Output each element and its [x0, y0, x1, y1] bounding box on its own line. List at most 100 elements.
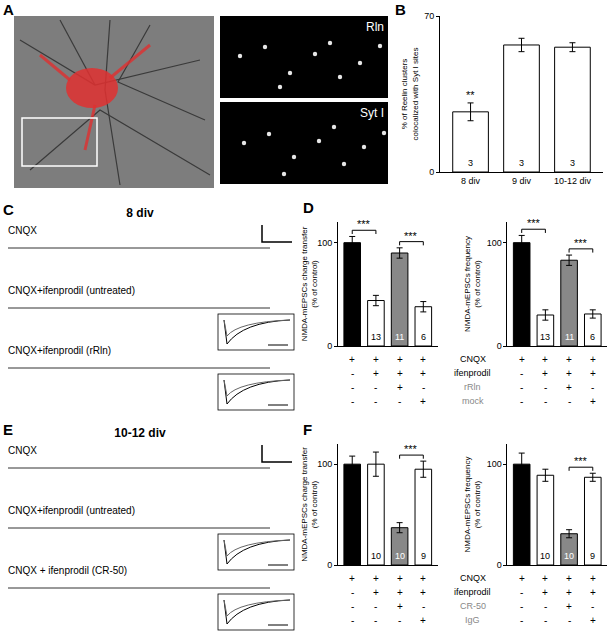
svg-text:NMDA-mEPSCs charge transfer(%: NMDA-mEPSCs charge transfer(% of control…	[300, 226, 319, 341]
svg-text:0: 0	[497, 560, 502, 570]
svg-text:-: -	[351, 368, 354, 379]
svg-text:-: -	[591, 601, 594, 612]
svg-text:-: -	[568, 396, 571, 407]
svg-text:IgG: IgG	[465, 615, 480, 625]
svg-text:-: -	[591, 382, 594, 393]
svg-text:+: +	[566, 587, 572, 598]
svg-text:CNQX: CNQX	[8, 225, 37, 236]
svg-text:9 div: 9 div	[512, 176, 532, 186]
svg-text:+: +	[566, 382, 572, 393]
svg-text:***: ***	[527, 217, 541, 229]
svg-text:NMDA-mEPSCs frequency(% of con: NMDA-mEPSCs frequency(% of control)	[463, 236, 482, 332]
svg-text:+: +	[590, 396, 596, 407]
svg-text:CNQX: CNQX	[8, 445, 37, 456]
svg-text:-: -	[544, 382, 547, 393]
svg-text:-: -	[351, 601, 354, 612]
svg-text:+: +	[519, 573, 525, 584]
svg-text:+: +	[373, 354, 379, 365]
svg-text:***: ***	[404, 230, 418, 242]
svg-text:10: 10	[371, 551, 381, 561]
svg-text:**: **	[466, 89, 475, 101]
svg-text:+: +	[590, 573, 596, 584]
svg-text:8 div: 8 div	[461, 176, 481, 186]
svg-text:-: -	[398, 396, 401, 407]
svg-text:-: -	[520, 368, 523, 379]
svg-text:+: +	[420, 396, 426, 407]
svg-text:3: 3	[519, 158, 524, 168]
svg-text:+: +	[542, 368, 548, 379]
svg-text:-: -	[422, 601, 425, 612]
svg-text:+: +	[519, 354, 525, 365]
svg-text:+: +	[373, 573, 379, 584]
svg-text:+: +	[397, 601, 403, 612]
svg-text:CR-50: CR-50	[460, 601, 486, 611]
svg-text:3: 3	[570, 158, 575, 168]
svg-text:+: +	[420, 573, 426, 584]
svg-text:ifenprodil: ifenprodil	[454, 368, 491, 378]
svg-text:9: 9	[590, 551, 595, 561]
svg-text:3: 3	[468, 158, 473, 168]
svg-text:+: +	[420, 615, 426, 626]
svg-text:13: 13	[371, 332, 381, 342]
svg-text:100: 100	[317, 459, 332, 469]
svg-text:% of Reelin clusterscolocalize: % of Reelin clusterscolocalized with Syt…	[400, 48, 419, 141]
svg-text:70: 70	[424, 11, 434, 21]
svg-text:CNQX+ifenprodil (untreated): CNQX+ifenprodil (untreated)	[8, 505, 135, 516]
svg-text:8 div: 8 div	[126, 206, 154, 220]
svg-text:***: ***	[357, 218, 371, 230]
svg-text:10-12 div: 10-12 div	[114, 426, 166, 440]
svg-text:+: +	[542, 573, 548, 584]
svg-text:0: 0	[327, 341, 332, 351]
svg-text:+: +	[349, 354, 355, 365]
svg-text:-: -	[374, 382, 377, 393]
svg-text:CNQX: CNQX	[460, 573, 486, 583]
svg-text:10: 10	[395, 551, 405, 561]
svg-text:+: +	[566, 573, 572, 584]
svg-text:NMDA-mEPSCs frequency(% of con: NMDA-mEPSCs frequency(% of control)	[463, 456, 482, 552]
svg-text:+: +	[590, 587, 596, 598]
svg-text:100: 100	[487, 459, 502, 469]
svg-text:11: 11	[395, 332, 404, 342]
svg-text:+: +	[420, 587, 426, 598]
svg-text:-: -	[520, 396, 523, 407]
svg-text:-: -	[520, 615, 523, 626]
svg-text:***: ***	[404, 443, 418, 455]
svg-text:-: -	[351, 615, 354, 626]
svg-text:mock: mock	[462, 396, 484, 406]
svg-text:-: -	[351, 396, 354, 407]
svg-text:100: 100	[487, 238, 502, 248]
svg-text:***: ***	[574, 455, 588, 467]
svg-text:ifenprodil: ifenprodil	[454, 587, 491, 597]
svg-text:+: +	[590, 615, 596, 626]
svg-text:-: -	[398, 615, 401, 626]
svg-text:-: -	[351, 587, 354, 598]
svg-text:+: +	[566, 354, 572, 365]
svg-text:-: -	[568, 615, 571, 626]
svg-text:11: 11	[565, 332, 574, 342]
svg-text:6: 6	[421, 332, 426, 342]
svg-text:+: +	[542, 354, 548, 365]
svg-text:+: +	[373, 368, 379, 379]
svg-text:+: +	[397, 354, 403, 365]
svg-text:-: -	[520, 601, 523, 612]
svg-text:-: -	[544, 396, 547, 407]
svg-text:+: +	[397, 368, 403, 379]
svg-text:13: 13	[540, 332, 550, 342]
svg-text:-: -	[544, 601, 547, 612]
svg-text:+: +	[349, 573, 355, 584]
svg-text:10: 10	[540, 551, 550, 561]
svg-text:0: 0	[429, 167, 434, 177]
svg-text:CNQX + ifenprodil (CR-50): CNQX + ifenprodil (CR-50)	[8, 565, 127, 576]
svg-text:Syt I: Syt I	[360, 106, 384, 120]
svg-text:+: +	[566, 601, 572, 612]
svg-text:+: +	[397, 382, 403, 393]
svg-text:CNQX+ifenprodil (untreated): CNQX+ifenprodil (untreated)	[8, 285, 135, 296]
svg-text:6: 6	[590, 332, 595, 342]
svg-text:-: -	[422, 382, 425, 393]
svg-text:CNQX+ifenprodil (rRln): CNQX+ifenprodil (rRln)	[8, 345, 111, 356]
svg-text:Rln: Rln	[366, 20, 384, 34]
svg-text:+: +	[590, 368, 596, 379]
svg-text:-: -	[351, 382, 354, 393]
svg-text:***: ***	[574, 237, 588, 249]
svg-text:+: +	[420, 368, 426, 379]
